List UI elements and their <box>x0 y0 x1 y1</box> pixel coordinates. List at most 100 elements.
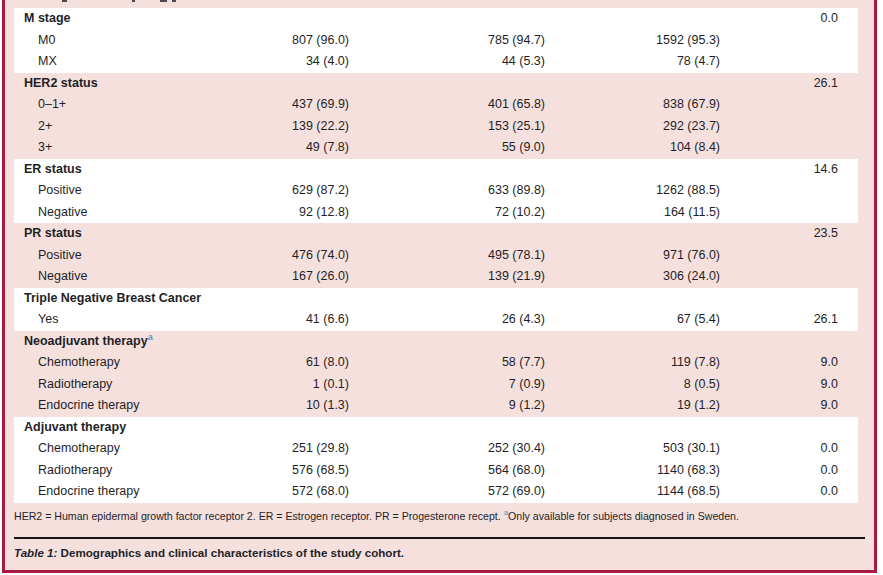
caption-divider <box>14 537 865 539</box>
row-label: Radiotherapy <box>14 460 254 482</box>
row-value-col4: 0.0 <box>720 438 858 460</box>
row-value-col3: 1592 (95.3) <box>545 30 720 52</box>
row-value-col4: 26.1 <box>720 73 858 95</box>
row-value-col2: 153 (25.1) <box>349 116 545 138</box>
row-value-col2: 58 (7.7) <box>349 352 545 374</box>
row-label: Positive <box>14 180 254 202</box>
row-value-col2: 44 (5.3) <box>349 51 545 73</box>
row-value-col3: 8 (0.5) <box>545 374 720 396</box>
row-value-col3: 306 (24.0) <box>545 266 720 288</box>
row-value-col1: 41 (6.6) <box>254 309 349 331</box>
page: M stage0.0M0807 (96.0)785 (94.7)1592 (95… <box>0 0 883 575</box>
row-value-col3: 292 (23.7) <box>545 116 720 138</box>
row-label: MX <box>14 51 254 73</box>
row-value-col2: 401 (65.8) <box>349 94 545 116</box>
row-value-col2: 633 (89.8) <box>349 180 545 202</box>
row-value-col2: 7 (0.9) <box>349 374 545 396</box>
row-value-col3: 503 (30.1) <box>545 438 720 460</box>
table-row: Radiotherapy1 (0.1)7 (0.9)8 (0.5)9.0 <box>14 374 858 396</box>
clipped-text-fragment <box>62 0 67 2</box>
clipped-text-fragment <box>172 0 176 2</box>
row-label: Yes <box>14 309 254 331</box>
row-value-col1: 10 (1.3) <box>254 395 349 417</box>
row-value-col1: 1 (0.1) <box>254 374 349 396</box>
table-row: Yes41 (6.6)26 (4.3)67 (5.4)26.1 <box>14 309 858 331</box>
row-value-col2: 785 (94.7) <box>349 30 545 52</box>
row-label: HER2 status <box>14 73 254 95</box>
row-label: 2+ <box>14 116 254 138</box>
row-value-col1: 572 (68.0) <box>254 481 349 503</box>
row-value-col4: 9.0 <box>720 352 858 374</box>
row-label: M0 <box>14 30 254 52</box>
table-row: M stage 0.0 <box>14 8 858 30</box>
row-label: Chemotherapy <box>14 352 254 374</box>
table-row: ER status14.6 <box>14 159 858 181</box>
row-label: M stage <box>14 8 254 30</box>
clipped-text-fragment <box>160 0 167 2</box>
row-value-col4: 9.0 <box>720 395 858 417</box>
row-label: Neoadjuvant therapya <box>14 331 254 353</box>
row-value-col1: 92 (12.8) <box>254 202 349 224</box>
table-row: Chemotherapy251 (29.8)252 (30.4)503 (30.… <box>14 438 858 460</box>
table-caption-text: Demographics and clinical characteristic… <box>57 546 404 559</box>
row-value-col2: 55 (9.0) <box>349 137 545 159</box>
row-value-col3: 1144 (68.5) <box>545 481 720 503</box>
row-value-col2: 26 (4.3) <box>349 309 545 331</box>
table-caption: Table 1: Demographics and clinical chara… <box>14 546 874 559</box>
row-value-col1: 139 (22.2) <box>254 116 349 138</box>
table-row: Endocrine therapy572 (68.0)572 (69.0)114… <box>14 481 858 503</box>
row-value-col2: 495 (78.1) <box>349 245 545 267</box>
table-row: Negative92 (12.8)72 (10.2)164 (11.5) <box>14 202 858 224</box>
row-value-col4: 9.0 <box>720 374 858 396</box>
row-value-col4: 14.6 <box>720 159 858 181</box>
row-value-col2: 9 (1.2) <box>349 395 545 417</box>
row-value-col1: 251 (29.8) <box>254 438 349 460</box>
footnote-text: Only available for subjects diagnosed in… <box>508 510 739 522</box>
row-value-col4: 23.5 <box>720 223 858 245</box>
clipped-text-fragment <box>132 0 135 2</box>
row-value-col1: 807 (96.0) <box>254 30 349 52</box>
row-label: Negative <box>14 266 254 288</box>
table-row: Positive476 (74.0)495 (78.1)971 (76.0) <box>14 245 858 267</box>
row-value-col3: 67 (5.4) <box>545 309 720 331</box>
table-row: HER2 status 26.1 <box>14 73 858 95</box>
table-caption-number: Table 1: <box>14 546 57 559</box>
row-value-col2: 564 (68.0) <box>349 460 545 482</box>
row-value-col2: 572 (69.0) <box>349 481 545 503</box>
row-value-col3: 164 (11.5) <box>545 202 720 224</box>
table-row: M0807 (96.0)785 (94.7)1592 (95.3) <box>14 30 858 52</box>
row-value-col4: 0.0 <box>720 460 858 482</box>
table-row: Positive629 (87.2)633 (89.8)1262 (88.5) <box>14 180 858 202</box>
row-value-col3: 78 (4.7) <box>545 51 720 73</box>
row-value-col1: 49 (7.8) <box>254 137 349 159</box>
row-label: Adjuvant therapy <box>14 417 254 439</box>
table-row: 0–1+437 (69.9)401 (65.8)838 (67.9) <box>14 94 858 116</box>
row-value-col1: 167 (26.0) <box>254 266 349 288</box>
row-label: Chemotherapy <box>14 438 254 460</box>
row-value-col3: 1262 (88.5) <box>545 180 720 202</box>
row-label: 0–1+ <box>14 94 254 116</box>
row-value-col2: 139 (21.9) <box>349 266 545 288</box>
row-label: PR status <box>14 223 254 245</box>
row-label: Negative <box>14 202 254 224</box>
table-row: Chemotherapy61 (8.0)58 (7.7)119 (7.8)9.0 <box>14 352 858 374</box>
row-value-col3: 119 (7.8) <box>545 352 720 374</box>
row-value-col1: 629 (87.2) <box>254 180 349 202</box>
row-value-col3: 971 (76.0) <box>545 245 720 267</box>
table-row: Negative167 (26.0)139 (21.9)306 (24.0) <box>14 266 858 288</box>
row-value-col3: 104 (8.4) <box>545 137 720 159</box>
footnote-marker: a <box>148 331 153 341</box>
row-value-col1: 437 (69.9) <box>254 94 349 116</box>
table-row: PR status 23.5 <box>14 223 858 245</box>
row-value-col4: 0.0 <box>720 481 858 503</box>
row-value-col2: 72 (10.2) <box>349 202 545 224</box>
table-row: Radiotherapy576 (68.5)564 (68.0)1140 (68… <box>14 460 858 482</box>
table-row: 3+49 (7.8)55 (9.0)104 (8.4) <box>14 137 858 159</box>
table-body: M stage0.0M0807 (96.0)785 (94.7)1592 (95… <box>14 8 858 503</box>
row-label: Triple Negative Breast Cancer <box>14 288 254 310</box>
row-label: 3+ <box>14 137 254 159</box>
row-value-col3: 1140 (68.3) <box>545 460 720 482</box>
table-row: Triple Negative Breast Cancer <box>14 288 858 310</box>
row-value-col4: 0.0 <box>720 8 858 30</box>
row-label: Radiotherapy <box>14 374 254 396</box>
